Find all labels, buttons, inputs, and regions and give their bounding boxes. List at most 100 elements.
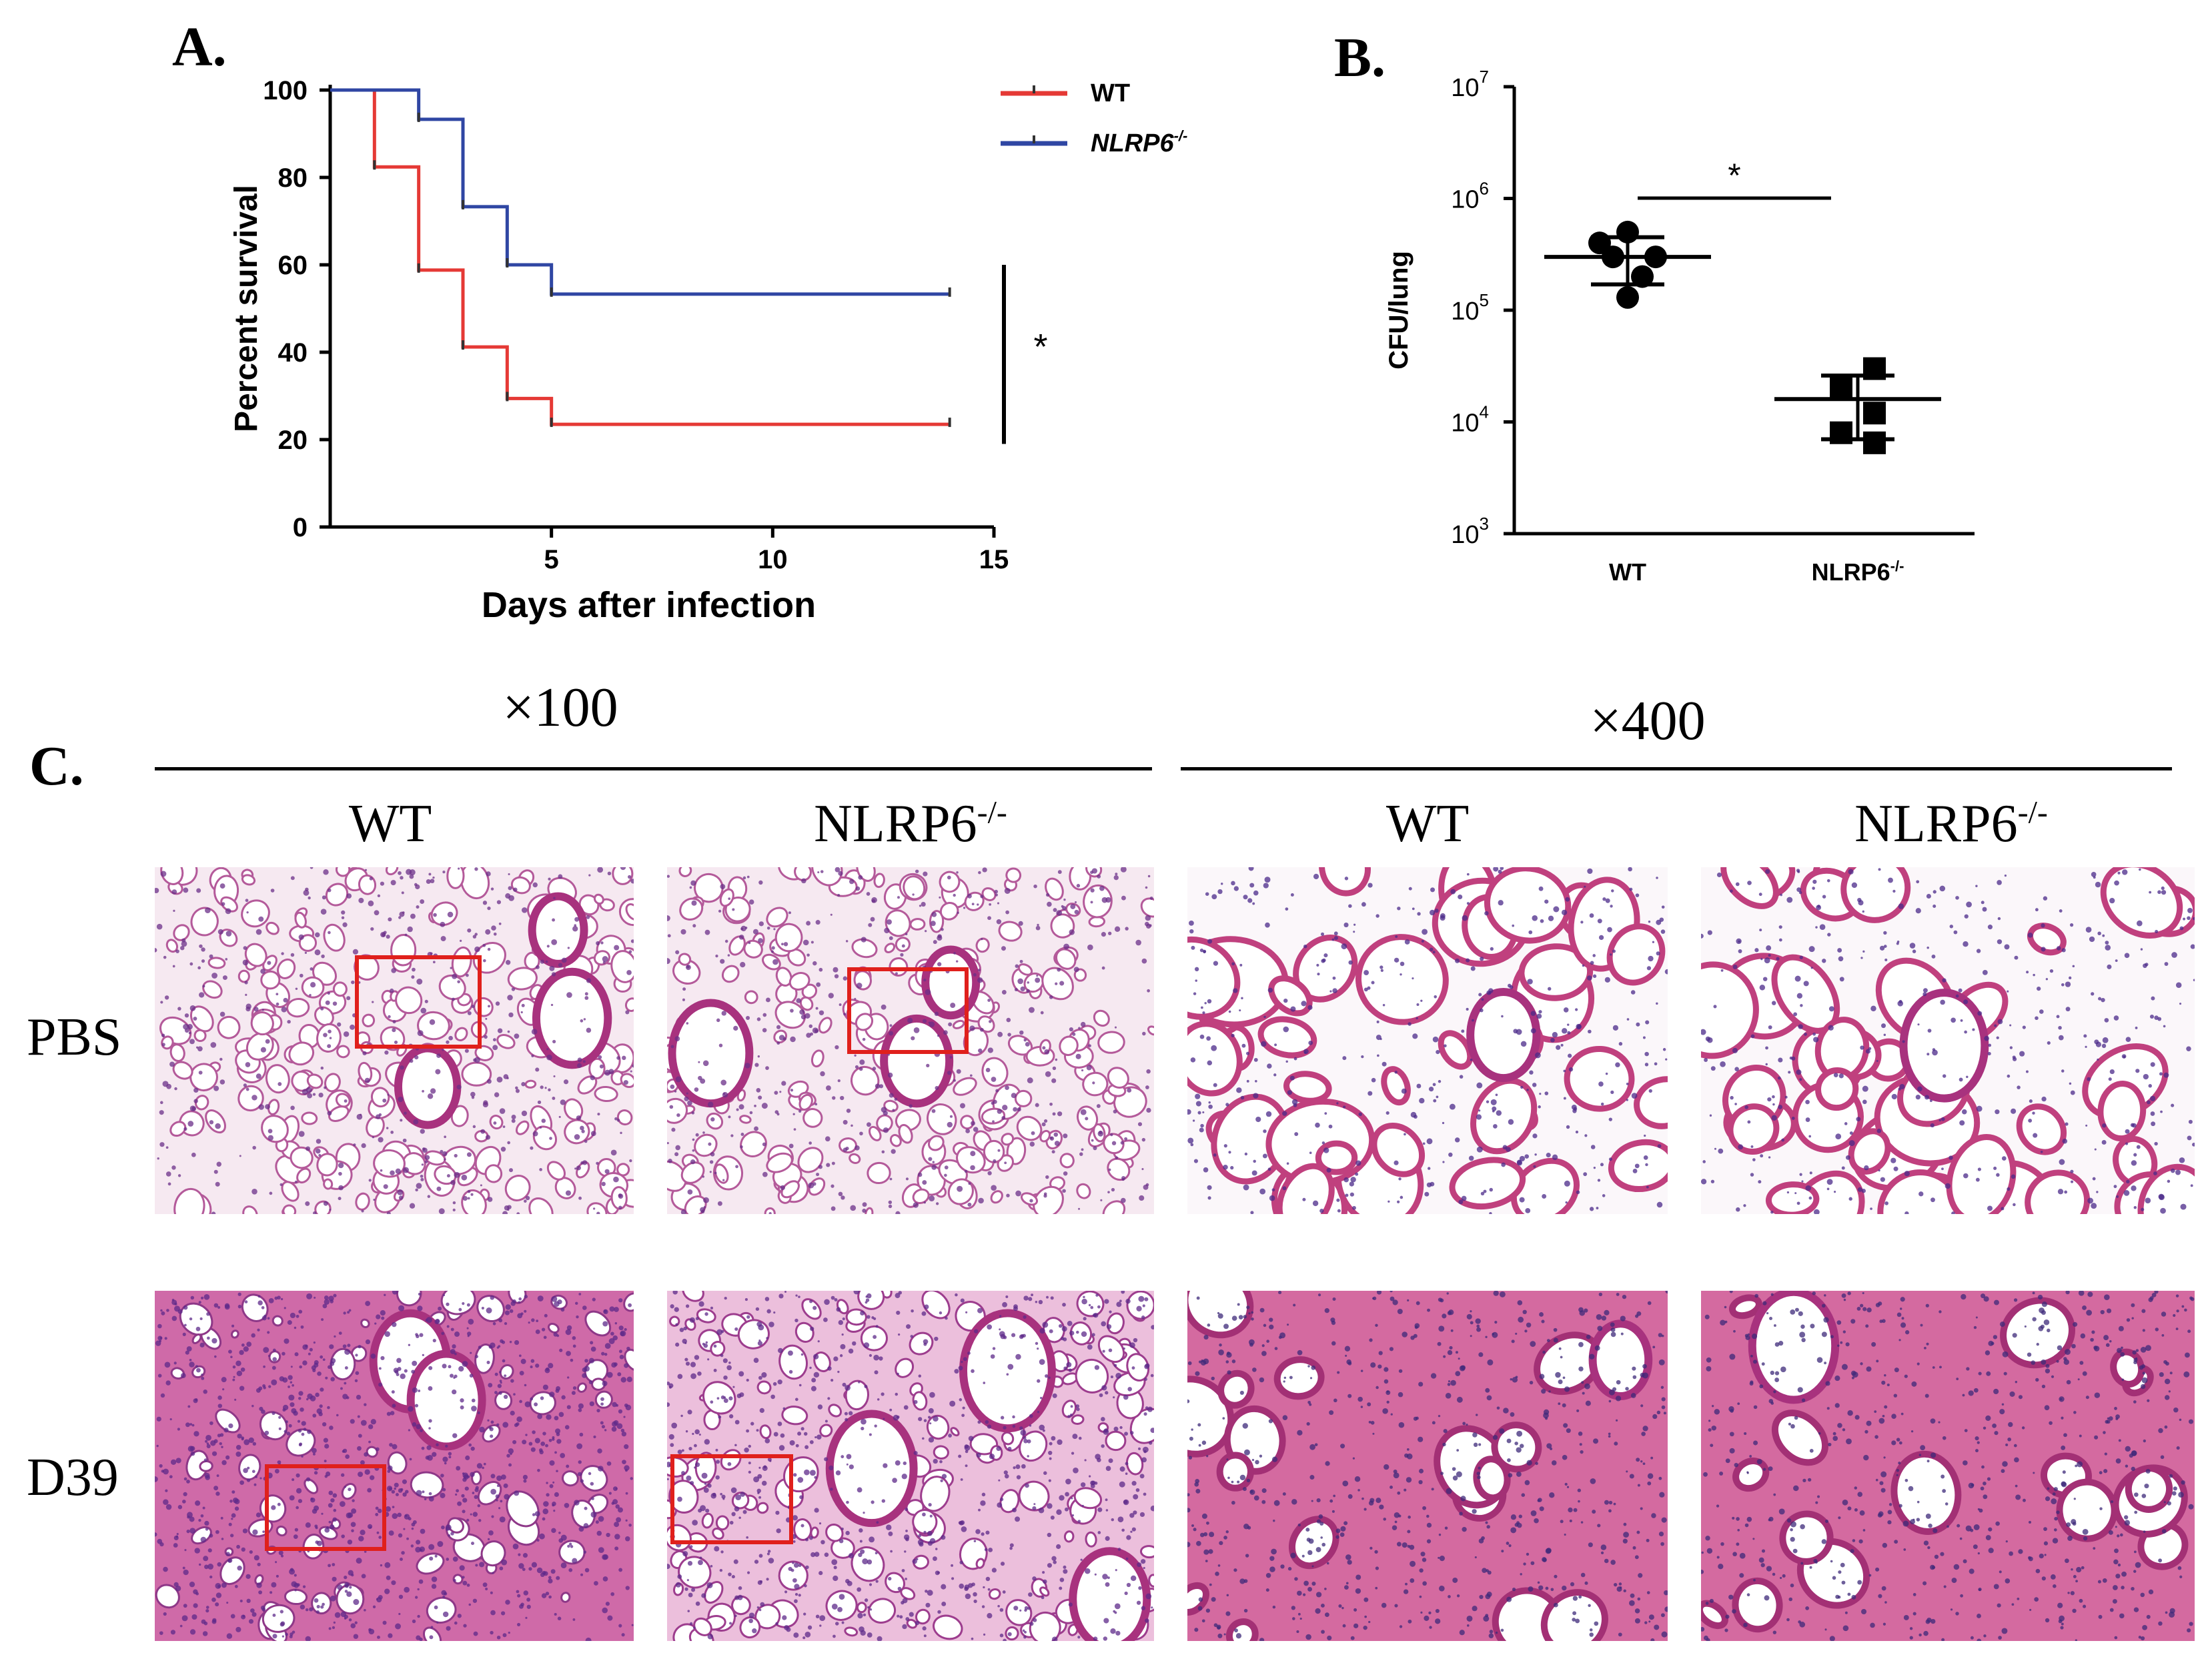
nucleus xyxy=(1052,1393,1057,1398)
nucleus xyxy=(388,917,392,922)
nucleus xyxy=(514,1033,520,1039)
nucleus xyxy=(433,913,437,917)
nucleus xyxy=(1259,1188,1266,1195)
nucleus xyxy=(981,1605,985,1608)
nucleus xyxy=(982,867,987,873)
nucleus xyxy=(280,1610,284,1614)
nucleus xyxy=(1450,1329,1454,1332)
nucleus xyxy=(454,1352,457,1355)
nucleus xyxy=(630,939,634,943)
nucleus xyxy=(985,1530,990,1535)
nucleus xyxy=(211,1211,216,1214)
nucleus xyxy=(1716,872,1722,878)
nucleus xyxy=(814,1029,819,1033)
nucleus xyxy=(467,1475,470,1478)
nucleus xyxy=(211,1597,216,1602)
nucleus xyxy=(1898,1000,1902,1004)
alveolar-space xyxy=(324,1073,341,1093)
nucleus xyxy=(1042,1046,1046,1050)
nucleus xyxy=(215,1582,221,1589)
nucleus xyxy=(1822,895,1826,899)
nucleus xyxy=(506,1454,510,1458)
nucleus xyxy=(622,1460,626,1464)
nucleus xyxy=(1495,1631,1498,1634)
nucleus xyxy=(1568,1507,1573,1513)
nucleus xyxy=(823,1317,828,1322)
nucleus xyxy=(1099,885,1105,891)
nucleus xyxy=(452,1344,456,1349)
nucleus xyxy=(875,1580,879,1583)
nucleus xyxy=(1007,1446,1012,1451)
nucleus xyxy=(2004,944,2010,950)
nucleus xyxy=(1246,1051,1249,1055)
nucleus xyxy=(2025,1070,2029,1073)
nucleus xyxy=(997,1109,1003,1114)
alveolar-space xyxy=(867,1161,891,1185)
nucleus xyxy=(184,1549,187,1552)
nucleus xyxy=(901,1474,907,1480)
nucleus xyxy=(1530,1011,1536,1016)
nucleus xyxy=(692,924,696,928)
nucleus xyxy=(242,959,249,966)
nucleus xyxy=(687,1410,692,1415)
nucleus xyxy=(2122,869,2128,875)
nucleus xyxy=(941,1602,947,1606)
nucleus xyxy=(611,1362,617,1368)
nucleus xyxy=(453,1376,456,1379)
alveolar-space xyxy=(1082,1071,1109,1097)
nucleus xyxy=(624,1469,628,1472)
nucleus xyxy=(788,911,791,915)
nucleus xyxy=(157,1323,162,1329)
nucleus xyxy=(758,1375,762,1380)
nucleus xyxy=(997,1604,1000,1608)
nucleus xyxy=(461,1174,468,1181)
nucleus xyxy=(1951,1017,1956,1023)
nucleus xyxy=(686,1092,688,1095)
alveolar-space xyxy=(355,1192,370,1211)
nucleus xyxy=(157,1157,159,1160)
nucleus xyxy=(1533,1165,1536,1168)
nucleus xyxy=(2175,982,2182,989)
nucleus xyxy=(261,1315,267,1321)
alveolar-space xyxy=(472,942,506,974)
nucleus xyxy=(163,1499,169,1506)
alveolar-space xyxy=(983,1139,1005,1163)
nucleus xyxy=(416,905,420,909)
nucleus xyxy=(1931,955,1936,959)
nucleus xyxy=(2107,964,2112,969)
nucleus xyxy=(1059,1586,1063,1590)
nucleus xyxy=(1261,1351,1267,1356)
nucleus xyxy=(2009,1024,2012,1027)
nucleus xyxy=(686,1579,689,1582)
nucleus xyxy=(1117,1548,1121,1551)
nucleus xyxy=(257,1300,263,1305)
nucleus xyxy=(203,1294,210,1300)
nucleus xyxy=(556,1432,560,1436)
nucleus xyxy=(200,1536,207,1543)
nucleus xyxy=(1422,1142,1426,1145)
nucleus xyxy=(710,1152,715,1157)
nucleus xyxy=(833,1356,839,1361)
nucleus xyxy=(1580,1572,1586,1578)
nucleus xyxy=(1646,966,1652,971)
nucleus xyxy=(959,1560,963,1565)
nucleus xyxy=(1702,1160,1706,1163)
nucleus xyxy=(1530,1028,1536,1034)
nucleus xyxy=(941,1474,947,1479)
nucleus xyxy=(871,1316,875,1319)
nucleus xyxy=(479,1426,485,1433)
nucleus xyxy=(165,1504,172,1510)
nucleus xyxy=(2058,1025,2062,1030)
nucleus xyxy=(917,1172,923,1177)
nucleus xyxy=(1081,1331,1087,1337)
nucleus xyxy=(1021,1464,1026,1469)
nucleus xyxy=(416,1183,422,1189)
nucleus xyxy=(209,1575,213,1579)
nucleus xyxy=(442,1151,448,1157)
nucleus xyxy=(1198,1360,1202,1363)
nucleus xyxy=(548,1363,554,1369)
nucleus xyxy=(1588,1542,1593,1548)
nucleus xyxy=(1347,1394,1352,1398)
nucleus xyxy=(731,1575,735,1579)
nucleus xyxy=(193,1398,198,1404)
